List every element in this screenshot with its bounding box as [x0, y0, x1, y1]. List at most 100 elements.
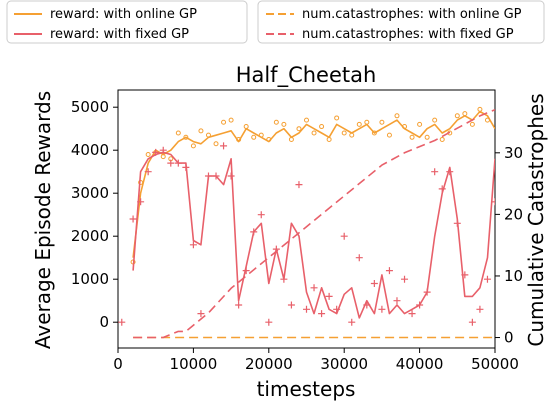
data-point — [371, 130, 377, 136]
series-0 — [132, 110, 495, 258]
data-point — [402, 124, 408, 130]
data-point — [160, 154, 166, 160]
data-point — [491, 198, 495, 206]
legend-label-fixed-reward: reward: with fixed GP — [50, 27, 189, 42]
data-point — [266, 136, 272, 142]
series-3 — [118, 142, 495, 326]
y2-tick-label: 0 — [504, 329, 514, 347]
x-axis: 0 10000 20000 30000 40000 50000 — [113, 348, 519, 373]
data-point — [250, 228, 258, 236]
data-point — [378, 305, 386, 313]
data-point — [273, 119, 279, 125]
legend-label-online-reward: reward: with online GP — [50, 7, 197, 22]
series-line — [132, 151, 495, 319]
y-tick-label: 3000 — [71, 184, 109, 202]
data-point — [468, 318, 476, 326]
y2-axis-title: Cumulative Catastrophes — [524, 93, 548, 346]
legend-right: num.catastrophes: with online GP num.cat… — [257, 0, 545, 44]
data-point — [340, 232, 348, 240]
data-point — [454, 113, 460, 119]
data-point — [401, 275, 409, 283]
data-point — [144, 168, 152, 176]
data-point — [469, 121, 475, 127]
y-tick-label: 5000 — [71, 98, 109, 116]
data-point — [453, 219, 461, 227]
data-point — [326, 136, 332, 142]
data-point — [295, 181, 303, 189]
data-point — [236, 136, 242, 142]
data-point — [287, 301, 295, 309]
data-point — [483, 275, 491, 283]
data-point — [281, 121, 287, 127]
data-point — [363, 301, 371, 309]
x-tick-label: 40000 — [396, 355, 444, 373]
data-point — [438, 185, 446, 193]
data-point — [213, 141, 219, 147]
data-point — [386, 132, 392, 138]
data-point — [296, 126, 302, 132]
data-point — [333, 305, 341, 313]
data-point — [257, 211, 265, 219]
data-point — [152, 148, 160, 156]
y-axis-left: 0 1000 2000 3000 4000 5000 — [71, 98, 118, 331]
data-point — [258, 132, 264, 138]
data-point — [408, 310, 416, 318]
y-tick-label: 0 — [99, 313, 109, 331]
data-point — [461, 271, 469, 279]
data-point — [129, 215, 137, 223]
data-point — [462, 111, 468, 117]
data-point — [364, 119, 370, 125]
data-point — [334, 115, 340, 121]
x-tick-label: 30000 — [320, 355, 368, 373]
data-point — [227, 172, 235, 180]
data-point — [175, 130, 181, 136]
data-point — [318, 310, 326, 318]
data-point — [174, 159, 182, 167]
series-line — [133, 108, 495, 339]
data-point — [303, 305, 310, 313]
data-point — [431, 168, 439, 176]
data-point — [370, 280, 378, 287]
data-point — [304, 117, 309, 123]
data-point — [439, 136, 445, 142]
data-point — [280, 275, 288, 283]
data-point — [393, 297, 401, 305]
y2-tick-label: 30 — [504, 144, 523, 162]
series-2 — [132, 151, 495, 319]
data-point — [118, 318, 126, 326]
data-point — [416, 301, 424, 309]
data-point — [417, 121, 423, 127]
legend-left: reward: with online GP reward: with fixe… — [6, 0, 248, 44]
x-axis-title: timesteps — [257, 377, 356, 401]
series-line — [132, 110, 495, 258]
x-tick-label: 0 — [113, 355, 123, 373]
data-point — [212, 172, 220, 180]
data-point — [182, 163, 190, 171]
data-point — [197, 310, 205, 318]
data-point — [311, 130, 317, 136]
data-point — [319, 124, 325, 130]
data-point — [409, 134, 415, 140]
data-point — [349, 132, 355, 138]
data-point — [242, 267, 250, 275]
data-point — [476, 305, 484, 313]
data-point — [205, 132, 211, 138]
series-1 — [130, 106, 490, 265]
data-point — [204, 172, 212, 180]
data-point — [167, 159, 175, 167]
data-point — [189, 241, 197, 249]
y2-tick-label: 20 — [504, 205, 523, 223]
data-point — [228, 117, 234, 123]
data-point — [251, 134, 257, 140]
data-point — [221, 119, 227, 125]
x-tick-label: 20000 — [245, 355, 293, 373]
data-point — [355, 254, 363, 262]
y-axis-right: 0 10 20 30 — [495, 144, 523, 347]
data-point — [484, 117, 490, 123]
data-point — [190, 143, 196, 149]
data-point — [423, 288, 431, 296]
plot-frame — [117, 89, 496, 349]
y2-tick-label: 10 — [504, 267, 523, 285]
y-tick-label: 1000 — [71, 270, 109, 288]
